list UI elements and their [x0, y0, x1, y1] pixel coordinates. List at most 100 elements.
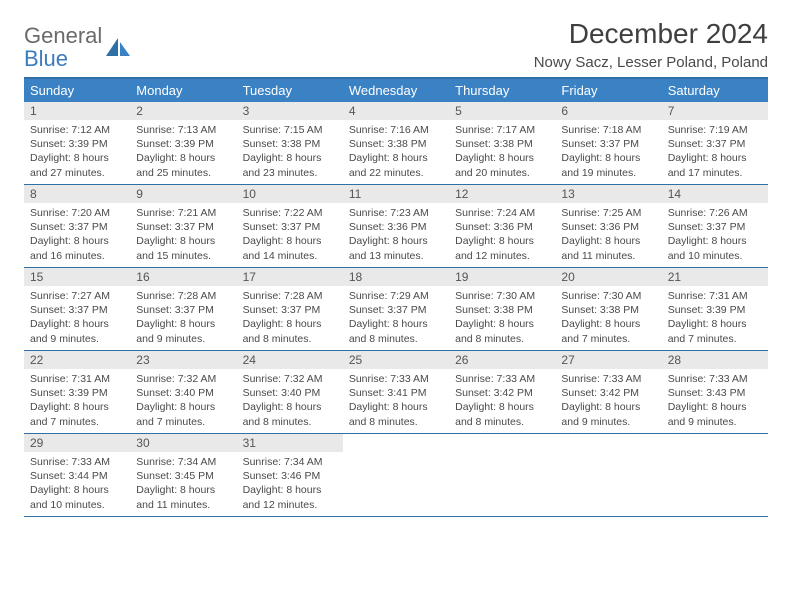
calendar-cell: 29Sunrise: 7:33 AMSunset: 3:44 PMDayligh…: [24, 434, 130, 517]
brand-logo: General Blue: [24, 18, 132, 70]
calendar-cell: 27Sunrise: 7:33 AMSunset: 3:42 PMDayligh…: [555, 351, 661, 434]
weekday-header: Tuesday: [237, 78, 343, 102]
calendar-cell: [555, 434, 661, 517]
day-number: 21: [662, 268, 768, 286]
calendar-cell: 13Sunrise: 7:25 AMSunset: 3:36 PMDayligh…: [555, 185, 661, 268]
day-content: Sunrise: 7:27 AMSunset: 3:37 PMDaylight:…: [24, 286, 130, 350]
calendar-cell: 25Sunrise: 7:33 AMSunset: 3:41 PMDayligh…: [343, 351, 449, 434]
calendar-cell: 14Sunrise: 7:26 AMSunset: 3:37 PMDayligh…: [662, 185, 768, 268]
day-content: Sunrise: 7:34 AMSunset: 3:46 PMDaylight:…: [237, 452, 343, 516]
brand-part1: General: [24, 23, 102, 48]
day-content: Sunrise: 7:28 AMSunset: 3:37 PMDaylight:…: [237, 286, 343, 350]
calendar-cell: 10Sunrise: 7:22 AMSunset: 3:37 PMDayligh…: [237, 185, 343, 268]
day-content: Sunrise: 7:33 AMSunset: 3:44 PMDaylight:…: [24, 452, 130, 516]
calendar-cell: 6Sunrise: 7:18 AMSunset: 3:37 PMDaylight…: [555, 102, 661, 185]
day-content: Sunrise: 7:30 AMSunset: 3:38 PMDaylight:…: [555, 286, 661, 350]
location-subtitle: Nowy Sacz, Lesser Poland, Poland: [534, 54, 768, 71]
day-number: 15: [24, 268, 130, 286]
calendar-cell: 8Sunrise: 7:20 AMSunset: 3:37 PMDaylight…: [24, 185, 130, 268]
calendar-table: SundayMondayTuesdayWednesdayThursdayFrid…: [24, 77, 768, 517]
day-content: Sunrise: 7:32 AMSunset: 3:40 PMDaylight:…: [237, 369, 343, 433]
calendar-cell: 15Sunrise: 7:27 AMSunset: 3:37 PMDayligh…: [24, 268, 130, 351]
calendar-cell: [449, 434, 555, 517]
day-content: Sunrise: 7:31 AMSunset: 3:39 PMDaylight:…: [662, 286, 768, 350]
calendar-cell: 21Sunrise: 7:31 AMSunset: 3:39 PMDayligh…: [662, 268, 768, 351]
calendar-head: SundayMondayTuesdayWednesdayThursdayFrid…: [24, 78, 768, 102]
calendar-cell: 16Sunrise: 7:28 AMSunset: 3:37 PMDayligh…: [130, 268, 236, 351]
day-content: Sunrise: 7:23 AMSunset: 3:36 PMDaylight:…: [343, 203, 449, 267]
day-number: 20: [555, 268, 661, 286]
day-content: Sunrise: 7:29 AMSunset: 3:37 PMDaylight:…: [343, 286, 449, 350]
day-content: Sunrise: 7:34 AMSunset: 3:45 PMDaylight:…: [130, 452, 236, 516]
calendar-cell: 3Sunrise: 7:15 AMSunset: 3:38 PMDaylight…: [237, 102, 343, 185]
day-content: Sunrise: 7:21 AMSunset: 3:37 PMDaylight:…: [130, 203, 236, 267]
day-content: Sunrise: 7:17 AMSunset: 3:38 PMDaylight:…: [449, 120, 555, 184]
calendar-page: General Blue December 2024 Nowy Sacz, Le…: [0, 0, 792, 535]
day-number: 7: [662, 102, 768, 120]
day-number: 19: [449, 268, 555, 286]
day-number: 27: [555, 351, 661, 369]
weekday-header: Wednesday: [343, 78, 449, 102]
weekday-header: Saturday: [662, 78, 768, 102]
calendar-row: 8Sunrise: 7:20 AMSunset: 3:37 PMDaylight…: [24, 185, 768, 268]
day-content: Sunrise: 7:13 AMSunset: 3:39 PMDaylight:…: [130, 120, 236, 184]
day-content: Sunrise: 7:24 AMSunset: 3:36 PMDaylight:…: [449, 203, 555, 267]
weekday-header: Friday: [555, 78, 661, 102]
day-content: Sunrise: 7:33 AMSunset: 3:41 PMDaylight:…: [343, 369, 449, 433]
calendar-cell: 23Sunrise: 7:32 AMSunset: 3:40 PMDayligh…: [130, 351, 236, 434]
day-number: 31: [237, 434, 343, 452]
day-number: 3: [237, 102, 343, 120]
calendar-cell: 31Sunrise: 7:34 AMSunset: 3:46 PMDayligh…: [237, 434, 343, 517]
day-number: 6: [555, 102, 661, 120]
day-number: 18: [343, 268, 449, 286]
day-content: Sunrise: 7:28 AMSunset: 3:37 PMDaylight:…: [130, 286, 236, 350]
day-number: 22: [24, 351, 130, 369]
calendar-cell: 7Sunrise: 7:19 AMSunset: 3:37 PMDaylight…: [662, 102, 768, 185]
page-title: December 2024: [534, 18, 768, 50]
day-content: Sunrise: 7:25 AMSunset: 3:36 PMDaylight:…: [555, 203, 661, 267]
calendar-cell: 1Sunrise: 7:12 AMSunset: 3:39 PMDaylight…: [24, 102, 130, 185]
calendar-row: 15Sunrise: 7:27 AMSunset: 3:37 PMDayligh…: [24, 268, 768, 351]
calendar-cell: 11Sunrise: 7:23 AMSunset: 3:36 PMDayligh…: [343, 185, 449, 268]
calendar-cell: 18Sunrise: 7:29 AMSunset: 3:37 PMDayligh…: [343, 268, 449, 351]
day-content: Sunrise: 7:15 AMSunset: 3:38 PMDaylight:…: [237, 120, 343, 184]
day-number: 9: [130, 185, 236, 203]
day-content: Sunrise: 7:19 AMSunset: 3:37 PMDaylight:…: [662, 120, 768, 184]
title-block: December 2024 Nowy Sacz, Lesser Poland, …: [534, 18, 768, 71]
weekday-header: Thursday: [449, 78, 555, 102]
day-content: Sunrise: 7:18 AMSunset: 3:37 PMDaylight:…: [555, 120, 661, 184]
day-number: 11: [343, 185, 449, 203]
day-number: 24: [237, 351, 343, 369]
header: General Blue December 2024 Nowy Sacz, Le…: [24, 18, 768, 71]
weekday-row: SundayMondayTuesdayWednesdayThursdayFrid…: [24, 78, 768, 102]
day-content: Sunrise: 7:32 AMSunset: 3:40 PMDaylight:…: [130, 369, 236, 433]
brand-text: General Blue: [24, 24, 102, 70]
brand-part2: Blue: [24, 46, 68, 71]
calendar-cell: [343, 434, 449, 517]
day-number: 16: [130, 268, 236, 286]
calendar-row: 22Sunrise: 7:31 AMSunset: 3:39 PMDayligh…: [24, 351, 768, 434]
calendar-cell: 26Sunrise: 7:33 AMSunset: 3:42 PMDayligh…: [449, 351, 555, 434]
calendar-body: 1Sunrise: 7:12 AMSunset: 3:39 PMDaylight…: [24, 102, 768, 517]
day-number: 29: [24, 434, 130, 452]
calendar-cell: 24Sunrise: 7:32 AMSunset: 3:40 PMDayligh…: [237, 351, 343, 434]
day-number: 23: [130, 351, 236, 369]
day-number: 12: [449, 185, 555, 203]
calendar-cell: 22Sunrise: 7:31 AMSunset: 3:39 PMDayligh…: [24, 351, 130, 434]
day-number: 13: [555, 185, 661, 203]
day-number: 8: [24, 185, 130, 203]
day-number: 28: [662, 351, 768, 369]
calendar-cell: 2Sunrise: 7:13 AMSunset: 3:39 PMDaylight…: [130, 102, 236, 185]
day-number: 30: [130, 434, 236, 452]
day-number: 25: [343, 351, 449, 369]
calendar-cell: 19Sunrise: 7:30 AMSunset: 3:38 PMDayligh…: [449, 268, 555, 351]
calendar-cell: [662, 434, 768, 517]
day-content: Sunrise: 7:16 AMSunset: 3:38 PMDaylight:…: [343, 120, 449, 184]
day-content: Sunrise: 7:26 AMSunset: 3:37 PMDaylight:…: [662, 203, 768, 267]
calendar-cell: 5Sunrise: 7:17 AMSunset: 3:38 PMDaylight…: [449, 102, 555, 185]
day-number: 5: [449, 102, 555, 120]
calendar-cell: 9Sunrise: 7:21 AMSunset: 3:37 PMDaylight…: [130, 185, 236, 268]
day-number: 14: [662, 185, 768, 203]
calendar-cell: 20Sunrise: 7:30 AMSunset: 3:38 PMDayligh…: [555, 268, 661, 351]
day-content: Sunrise: 7:33 AMSunset: 3:42 PMDaylight:…: [449, 369, 555, 433]
